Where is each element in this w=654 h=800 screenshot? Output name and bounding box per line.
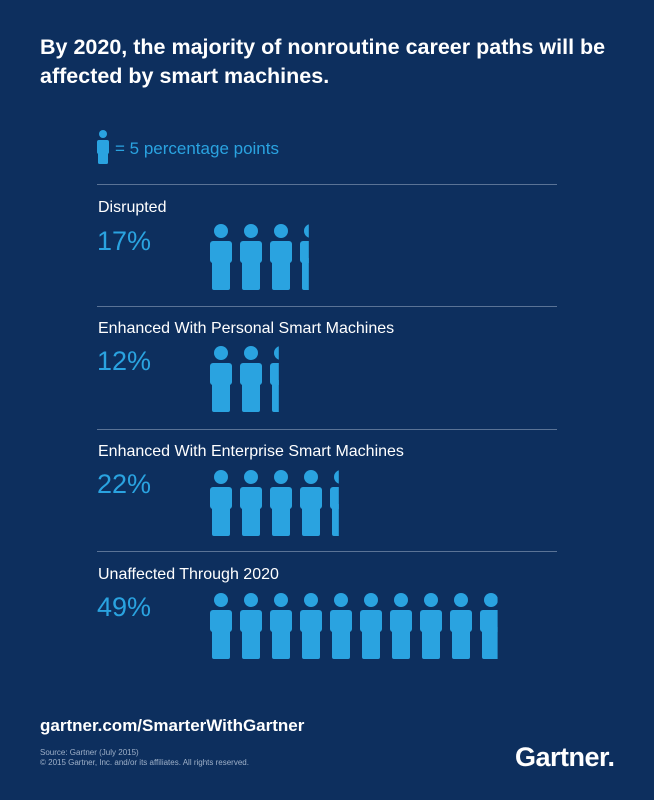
person-mark <box>270 470 292 536</box>
value-label: 22% <box>97 469 152 499</box>
pictograph-row <box>210 346 279 412</box>
copyright-line: © 2015 Gartner, Inc. and/or its affiliat… <box>40 758 249 767</box>
divider <box>97 429 557 430</box>
person-mark <box>480 593 498 659</box>
person-mark <box>330 470 339 536</box>
person-mark <box>210 593 232 659</box>
person-mark <box>390 593 412 659</box>
person-mark <box>300 224 309 290</box>
person-mark <box>270 224 292 290</box>
category-label: Unaffected Through 2020 <box>98 566 279 583</box>
category-label: Disrupted <box>98 199 167 216</box>
person-icon <box>97 130 109 164</box>
person-mark <box>270 593 292 659</box>
source-line: Source: Gartner (July 2015) <box>40 748 139 757</box>
source-note: Source: Gartner (July 2015) © 2015 Gartn… <box>40 748 249 768</box>
value-label: 12% <box>97 346 152 376</box>
divider <box>97 306 557 307</box>
person-mark <box>210 224 232 290</box>
person-mark <box>210 470 232 536</box>
person-mark <box>240 346 262 412</box>
pictograph-row <box>210 593 498 659</box>
person-mark <box>300 593 322 659</box>
footer-url[interactable]: gartner.com/SmarterWithGartner <box>40 716 305 735</box>
category-label: Enhanced With Personal Smart Machines <box>98 320 395 337</box>
value-label: 49% <box>97 592 152 622</box>
chart-title: By 2020, the majority of nonroutine care… <box>40 35 606 88</box>
gartner-logo: Gartner. <box>515 742 615 772</box>
person-mark <box>240 593 262 659</box>
person-mark <box>360 593 382 659</box>
logo-text: Gartner <box>515 742 608 772</box>
person-mark <box>420 593 442 659</box>
person-mark <box>210 346 232 412</box>
value-label: 17% <box>97 226 152 256</box>
person-mark <box>330 593 352 659</box>
pictograph-row <box>210 470 339 536</box>
divider <box>97 184 557 185</box>
legend-text: = 5 percentage points <box>115 139 279 158</box>
person-mark <box>240 224 262 290</box>
pictograph-row <box>210 224 309 290</box>
person-mark <box>300 470 322 536</box>
divider <box>97 551 557 552</box>
category-label: Enhanced With Enterprise Smart Machines <box>98 443 404 460</box>
person-mark <box>240 470 262 536</box>
person-mark <box>270 346 279 412</box>
person-mark <box>450 593 472 659</box>
